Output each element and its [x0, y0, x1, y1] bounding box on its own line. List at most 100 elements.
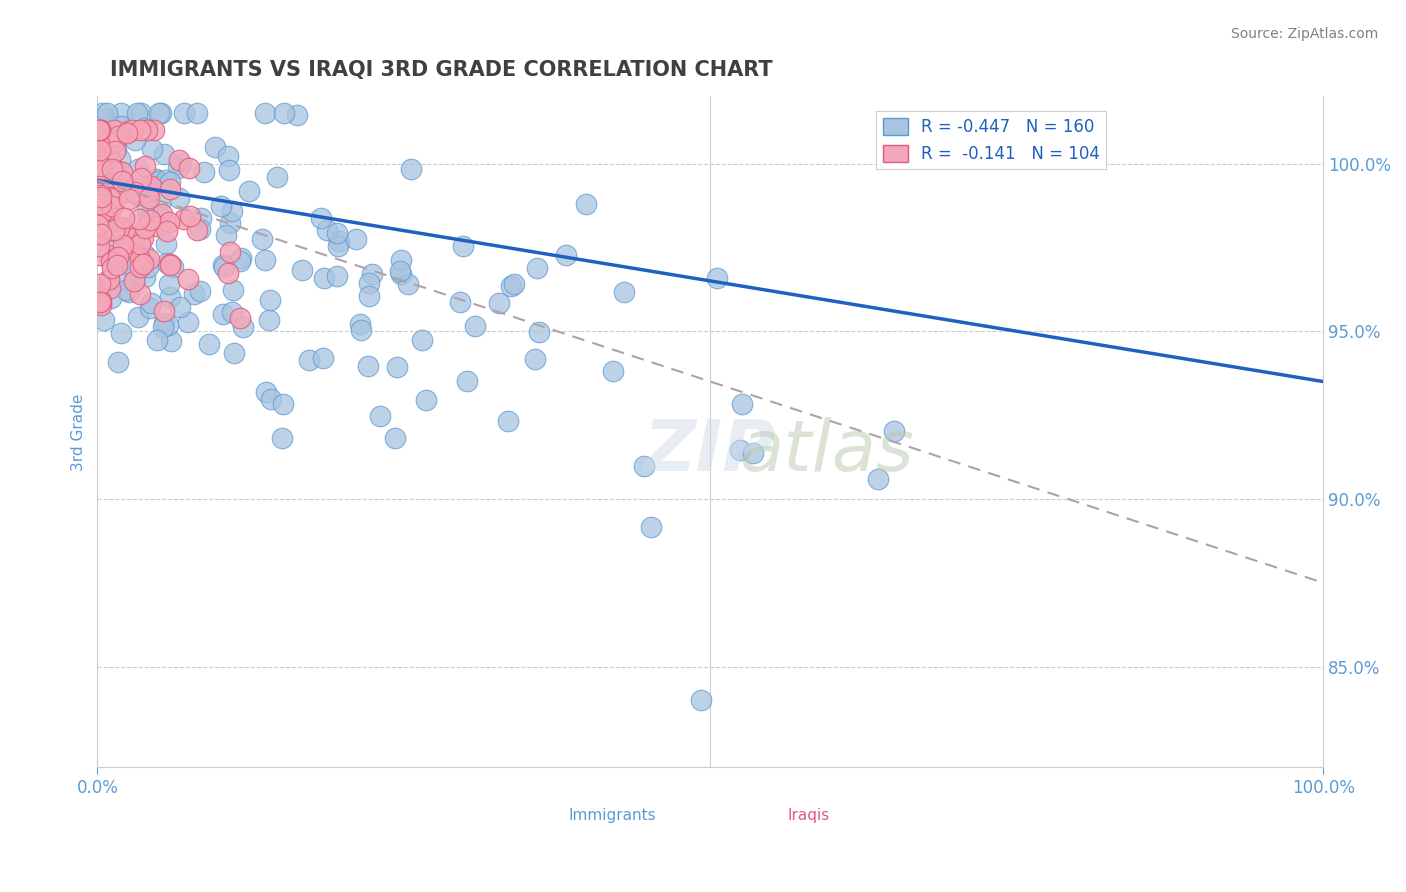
Point [136, 260, 159, 274]
Point [89, 159, 111, 173]
Point [112, 237, 135, 252]
Point [91, 135, 114, 149]
Point [389, 267, 412, 281]
Point [167, 191, 190, 205]
Point [260, 392, 283, 406]
Text: Immigrants: Immigrants [568, 807, 657, 822]
Point [173, 212, 195, 227]
Point [90, 197, 112, 211]
Point [177, 314, 200, 328]
Point [451, 239, 474, 253]
Point [105, 162, 128, 177]
Point [134, 221, 156, 235]
Point [146, 334, 169, 348]
Point [449, 295, 471, 310]
Point [273, 396, 295, 410]
Point [232, 320, 254, 334]
Point [309, 211, 332, 225]
Point [285, 107, 308, 121]
Point [94, 141, 117, 155]
Point [90, 123, 112, 137]
Point [456, 374, 478, 388]
Point [91, 221, 114, 235]
Point [252, 232, 274, 246]
Point [89, 277, 111, 291]
Point [114, 272, 136, 286]
Point [150, 207, 173, 221]
Point [122, 230, 145, 244]
Point [155, 236, 177, 251]
Point [127, 188, 149, 202]
Point [89, 147, 111, 161]
Point [359, 277, 381, 291]
Point [87, 296, 110, 310]
Point [179, 161, 201, 175]
Point [146, 173, 169, 187]
Point [157, 215, 180, 229]
Point [156, 318, 179, 332]
Point [118, 182, 141, 196]
Point [526, 260, 548, 275]
Point [217, 149, 239, 163]
Point [501, 279, 523, 293]
Point [176, 272, 198, 286]
Point [706, 271, 728, 285]
Point [138, 252, 160, 266]
Point [145, 172, 167, 186]
Point [399, 161, 422, 176]
Point [357, 359, 380, 373]
Text: Iraqis: Iraqis [787, 807, 830, 822]
Point [259, 293, 281, 308]
Point [90, 187, 112, 202]
Point [90, 298, 112, 312]
Point [117, 285, 139, 299]
Point [122, 269, 145, 284]
Point [110, 106, 132, 120]
Point [104, 191, 127, 205]
Point [103, 123, 125, 137]
Point [110, 326, 132, 341]
Point [93, 112, 115, 126]
Point [108, 221, 131, 235]
Point [112, 211, 135, 226]
Point [488, 296, 510, 310]
Point [238, 185, 260, 199]
Point [111, 165, 134, 179]
Point [115, 126, 138, 140]
Point [326, 227, 349, 241]
Point [157, 277, 180, 291]
Point [89, 166, 111, 180]
Point [90, 280, 112, 294]
Point [198, 336, 221, 351]
Point [326, 269, 349, 284]
Point [87, 231, 110, 245]
Point [129, 260, 152, 274]
Point [98, 186, 121, 200]
Point [344, 232, 367, 246]
Point [89, 248, 111, 262]
Point [186, 106, 208, 120]
Point [159, 175, 181, 189]
Point [105, 258, 128, 272]
Point [129, 286, 152, 301]
Text: IMMIGRANTS VS IRAQI 3RD GRADE CORRELATION CHART: IMMIGRANTS VS IRAQI 3RD GRADE CORRELATIO… [110, 60, 772, 79]
Point [124, 273, 146, 287]
Point [221, 204, 243, 219]
Point [229, 311, 252, 326]
Point [464, 318, 486, 333]
Point [86, 218, 108, 232]
Point [357, 289, 380, 303]
Point [633, 459, 655, 474]
Point [89, 295, 111, 310]
Point [742, 446, 765, 460]
Point [107, 129, 129, 144]
Point [167, 153, 190, 168]
Point [138, 191, 160, 205]
Point [312, 351, 335, 365]
Point [640, 519, 662, 533]
Point [100, 233, 122, 247]
Point [229, 254, 252, 268]
Point [96, 106, 118, 120]
Point [328, 234, 350, 248]
Point [98, 170, 121, 185]
